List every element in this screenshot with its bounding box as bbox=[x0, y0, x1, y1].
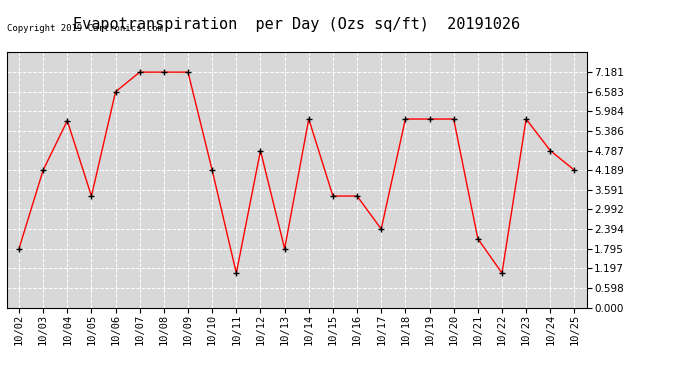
Text: Evapotranspiration  per Day (Ozs sq/ft)  20191026: Evapotranspiration per Day (Ozs sq/ft) 2… bbox=[73, 17, 520, 32]
Text: Copyright 2019 Cartronics.com: Copyright 2019 Cartronics.com bbox=[7, 24, 163, 33]
Text: ET  (0z/sq  ft): ET (0z/sq ft) bbox=[546, 21, 640, 31]
